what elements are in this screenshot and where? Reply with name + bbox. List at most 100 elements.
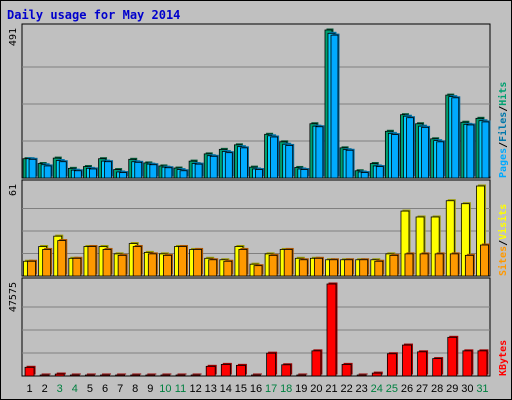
x-tick-label-7: 7 [117, 383, 123, 395]
bar-shadow-bottom-kbytes-19 [298, 373, 308, 375]
x-tick-label-20: 20 [310, 383, 322, 395]
bar-bottom-kbytes-16 [251, 374, 261, 377]
bar-bottom-kbytes-20 [311, 350, 322, 377]
bar-middle-sites-20 [313, 257, 323, 277]
bar-middle-sites-6 [102, 249, 112, 277]
legend-entry-middle-2: Visits [497, 204, 509, 240]
bar-middle-sites-26 [404, 253, 414, 277]
bar-middle-sites-19 [298, 259, 308, 277]
bar-middle-sites-15 [238, 249, 248, 277]
bar-shadow-bottom-kbytes-23 [358, 373, 368, 375]
bar-top-pages-15 [240, 147, 248, 179]
bar-shadow-bottom-kbytes-10 [162, 373, 172, 375]
bar-middle-sites-4 [72, 257, 82, 277]
bar-top-pages-27 [421, 126, 429, 179]
bar-middle-sites-21 [329, 259, 338, 277]
y-max-label-top: 491 [8, 28, 19, 46]
bar-top-pages-1 [28, 158, 37, 179]
bar-middle-sites-22 [344, 259, 353, 277]
bar-middle-sites-16 [253, 265, 263, 277]
bar-middle-sites-18 [283, 249, 293, 277]
bar-shadow-bottom-kbytes-3 [56, 372, 66, 375]
bar-middle-sites-31 [480, 244, 489, 277]
bar-shadow-bottom-kbytes-12 [192, 373, 202, 375]
x-tick-label-14: 14 [220, 383, 232, 395]
x-tick-label-11: 11 [175, 383, 186, 395]
x-tick-label-13: 13 [205, 383, 217, 395]
x-tick-label-26: 26 [401, 383, 413, 395]
bar-shadow-bottom-kbytes-11 [177, 373, 187, 375]
bar-top-pages-16 [255, 169, 263, 179]
x-tick-label-17: 17 [265, 383, 277, 395]
bar-middle-sites-25 [389, 254, 399, 277]
bar-bottom-kbytes-9 [145, 374, 156, 377]
bar-middle-sites-24 [374, 260, 384, 277]
bar-top-pages-20 [315, 126, 324, 179]
bar-middle-sites-10 [163, 254, 172, 277]
bar-top-pages-12 [194, 163, 203, 179]
bar-bottom-kbytes-22 [341, 363, 352, 377]
legend-entry-top-2: Files [497, 112, 509, 142]
bar-middle-sites-23 [359, 259, 369, 277]
bar-shadow-bottom-kbytes-6 [102, 373, 112, 375]
x-tick-label-16: 16 [250, 383, 262, 395]
bar-shadow-bottom-kbytes-2 [41, 373, 51, 375]
x-tick-label-30: 30 [461, 383, 473, 395]
legend-entry-top-0: Pages [498, 148, 509, 178]
x-tick-label-12: 12 [189, 383, 201, 395]
bar-bottom-kbytes-26 [402, 344, 412, 377]
bar-shadow-bottom-kbytes-9 [147, 373, 157, 375]
bar-top-pages-28 [436, 141, 445, 179]
bar-top-pages-30 [466, 124, 475, 179]
legend-bottom: KBytes [498, 340, 509, 376]
bar-bottom-kbytes-27 [417, 351, 427, 377]
bar-bottom-kbytes-24 [371, 372, 382, 377]
bar-top-pages-22 [345, 149, 354, 179]
bar-shadow-bottom-kbytes-16 [253, 373, 262, 375]
bar-middle-sites-14 [223, 260, 233, 277]
chart-title: Daily usage for May 2014 [7, 8, 181, 22]
x-tick-label-6: 6 [102, 383, 108, 395]
x-tick-label-31: 31 [476, 383, 488, 395]
x-tick-label-29: 29 [446, 383, 458, 395]
bar-bottom-kbytes-10 [160, 374, 171, 377]
legend-entry-middle-0: Sites [497, 246, 509, 276]
bar-middle-sites-11 [178, 246, 187, 277]
bar-bottom-kbytes-3 [54, 373, 65, 377]
bar-bottom-kbytes-15 [236, 364, 246, 377]
x-tick-label-5: 5 [87, 383, 93, 395]
bar-top-pages-3 [58, 161, 67, 179]
bar-bottom-kbytes-14 [220, 363, 231, 377]
x-tick-label-3: 3 [57, 383, 63, 395]
x-tick-label-25: 25 [386, 383, 398, 395]
bar-bottom-kbytes-30 [462, 350, 473, 377]
bar-top-pages-13 [209, 155, 218, 179]
legend-entry-top-1: / [498, 142, 509, 148]
bar-bottom-kbytes-25 [386, 353, 397, 377]
bar-top-pages-7 [119, 172, 128, 179]
x-tick-label-1: 1 [26, 383, 32, 395]
bar-bottom-kbytes-23 [356, 374, 367, 377]
bar-top-pages-23 [360, 172, 369, 179]
bar-bottom-kbytes-28 [432, 358, 443, 377]
y-max-label-middle: 61 [8, 184, 19, 196]
bar-middle-sites-3 [57, 240, 67, 277]
x-tick-label-21: 21 [325, 383, 337, 395]
bar-top-pages-29 [451, 97, 460, 179]
bar-top-pages-6 [104, 161, 112, 179]
bar-middle-sites-1 [27, 260, 36, 277]
bar-top-pages-26 [406, 117, 414, 179]
bar-middle-sites-28 [434, 253, 444, 277]
bar-top-pages-18 [285, 145, 294, 179]
bar-top-pages-25 [390, 134, 399, 179]
bar-bottom-kbytes-7 [115, 374, 126, 377]
legend-top: Pages/Files/Hits [497, 82, 509, 178]
bar-top-pages-14 [224, 152, 233, 179]
bar-shadow-bottom-kbytes-5 [86, 373, 96, 375]
y-max-label-bottom: 47575 [8, 282, 19, 312]
bar-top-pages-2 [43, 165, 52, 179]
bar-top-pages-4 [73, 170, 82, 179]
x-tick-label-22: 22 [340, 383, 352, 395]
bar-bottom-kbytes-1 [24, 366, 35, 377]
